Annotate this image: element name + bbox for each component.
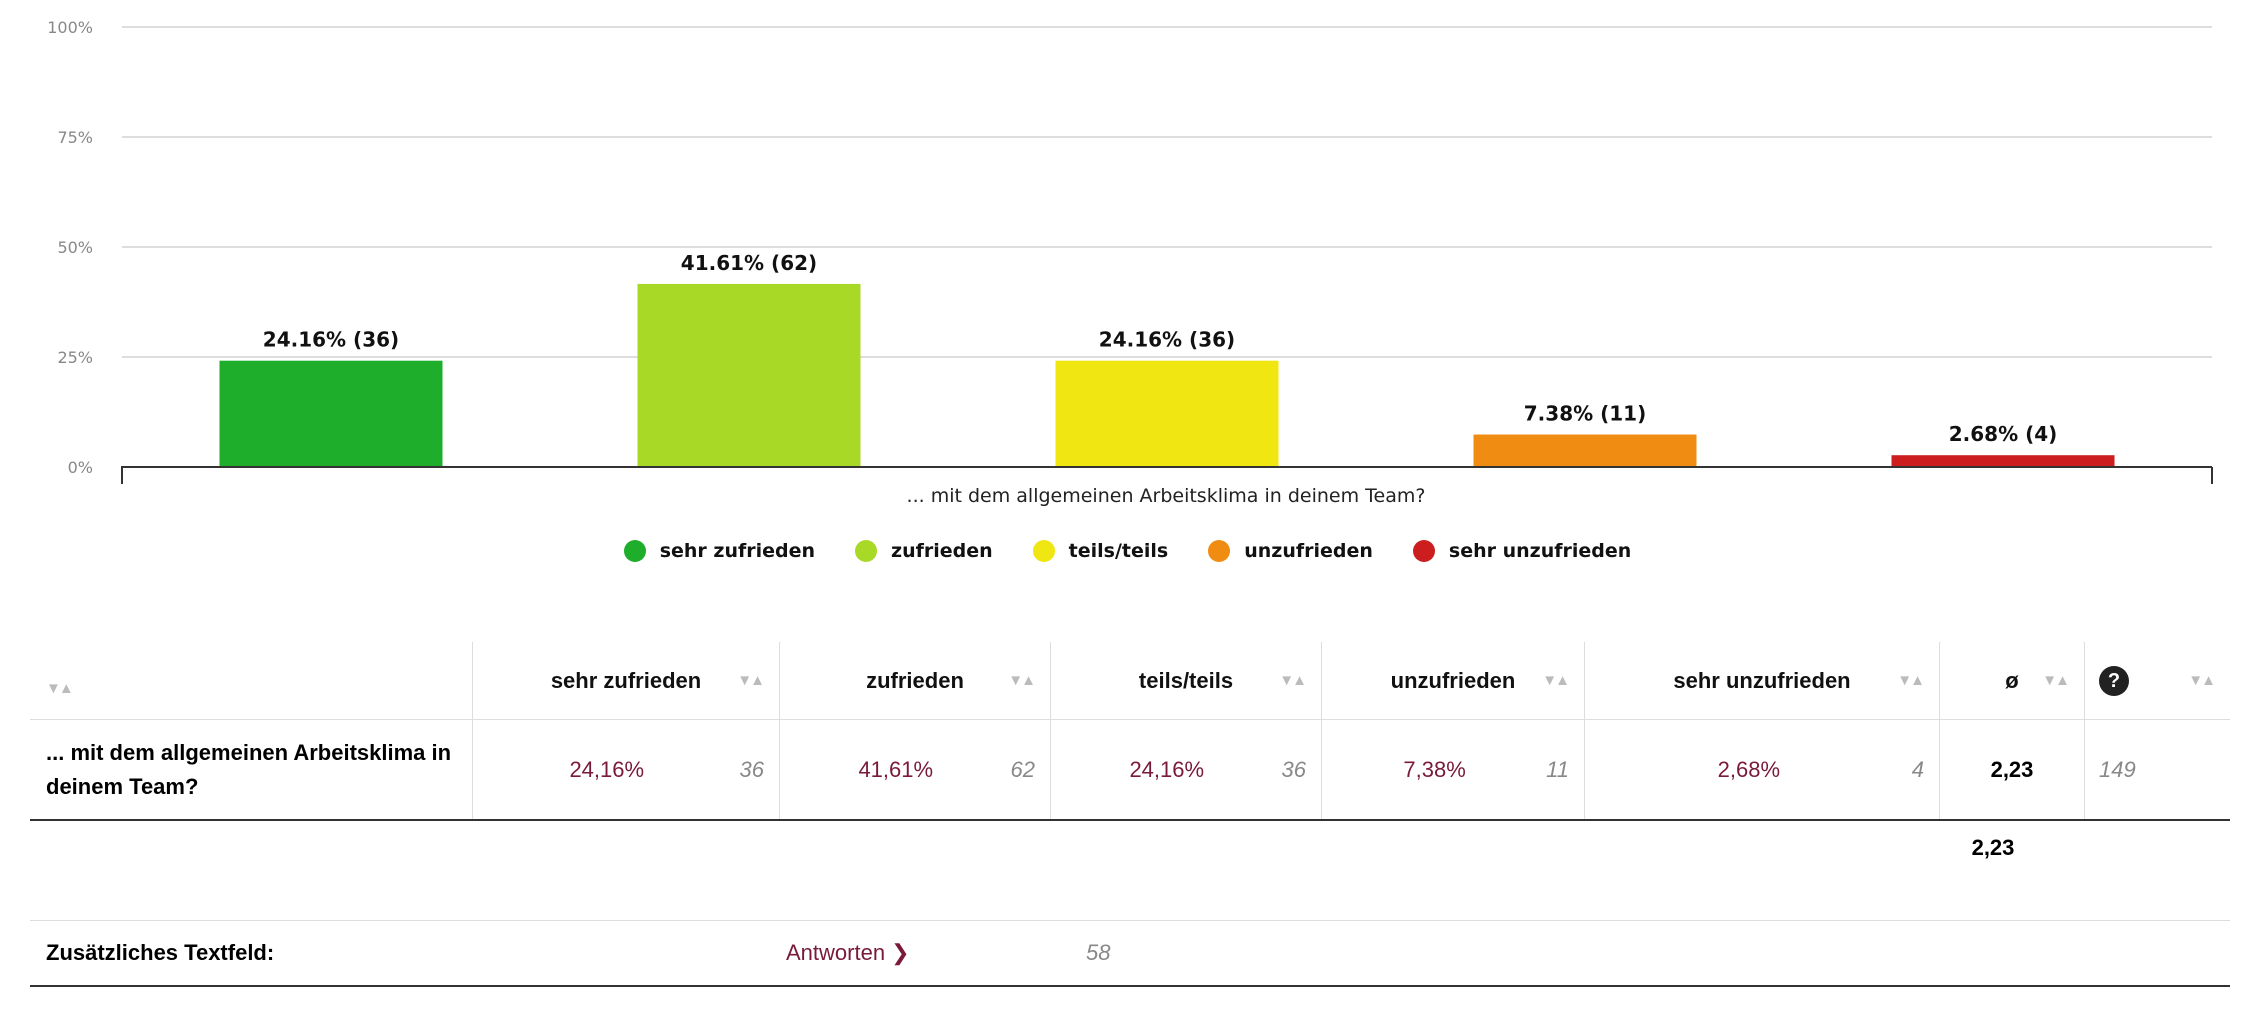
header-help[interactable]: ? ▼▲	[2084, 642, 2230, 720]
legend-dot-icon	[1208, 540, 1231, 562]
legend-item[interactable]: sehr unzufrieden	[1412, 540, 1632, 562]
bar-sehr-unzufrieden[interactable]	[1891, 455, 2115, 467]
cell-total: 149	[2084, 719, 2230, 821]
sort-icon[interactable]: ▼▲	[46, 680, 74, 697]
sort-icon[interactable]: ▼▲	[1897, 672, 1925, 689]
sort-icon[interactable]: ▼▲	[2188, 672, 2216, 689]
results-table: ▼▲ sehr zufrieden ▼▲ zufrieden ▼▲ teils/te…	[30, 642, 2230, 821]
cell-zufrieden: 41,61% 62	[779, 719, 1051, 821]
legend-label: teils/teils	[1068, 540, 1169, 562]
header-question: ▼▲	[30, 642, 473, 720]
cell-sehr-zufrieden: 24,16% 36	[472, 719, 780, 821]
y-axis-ticks: 0% 25% 50% 75% 100%	[47, 18, 93, 477]
legend-item[interactable]: teils/teils	[1032, 540, 1169, 562]
cell-sehr-unzufrieden: 2,68% 4	[1584, 719, 1940, 821]
legend: sehr zufrieden zufrieden teils/teils unzufr…	[0, 540, 2255, 562]
sort-icon[interactable]: ▼▲	[2042, 672, 2070, 689]
y-tick-label: 75%	[57, 128, 93, 147]
header-sehr-zufrieden[interactable]: sehr zufrieden ▼▲	[472, 642, 780, 720]
cell-unzufrieden: 7,38% 11	[1321, 719, 1585, 821]
textfield-row: Zusätzliches Textfeld: Antworten ❯ 58	[30, 921, 2230, 985]
cell-average: 2,23	[1939, 719, 2085, 821]
x-axis-label: ... mit dem allgemeinen Arbeitsklima in …	[907, 485, 1426, 507]
data-label: 41.61% (62)	[681, 251, 817, 275]
legend-dot-icon	[623, 540, 646, 562]
bar-chart: 0%25%50%75%100% 24.16% (36)41.61% (62)24…	[47, 18, 2213, 507]
sort-icon[interactable]: ▼▲	[1279, 672, 1307, 689]
y-tick-label: 100%	[47, 18, 93, 37]
legend-dot-icon	[1032, 540, 1055, 562]
answers-count: 58	[1086, 940, 1111, 965]
legend-dot-icon	[855, 540, 878, 562]
summary-average: 2,23	[1971, 835, 2015, 860]
data-labels: 24.16% (36) 41.61% (62) 24.16% (36) 7.38% (…	[263, 251, 2057, 446]
header-average[interactable]: ø ▼▲	[1939, 642, 2085, 720]
legend-item[interactable]: unzufrieden	[1208, 540, 1373, 562]
legend-item[interactable]: sehr zufrieden	[623, 540, 816, 562]
legend-label: zufrieden	[891, 540, 993, 562]
bar-teils-teils[interactable]	[1055, 360, 1279, 467]
y-tick-label: 25%	[57, 348, 93, 367]
bar-unzufrieden[interactable]	[1473, 434, 1697, 467]
divider	[30, 985, 2230, 987]
legend-label: unzufrieden	[1244, 540, 1373, 562]
question-circle-icon[interactable]: ?	[2099, 665, 2129, 696]
grid-lines	[122, 26, 2212, 358]
y-tick-label: 0%	[68, 458, 93, 477]
header-sehr-unzufrieden[interactable]: sehr unzufrieden ▼▲	[1584, 642, 1940, 720]
header-unzufrieden[interactable]: unzufrieden ▼▲	[1321, 642, 1585, 720]
sort-icon[interactable]: ▼▲	[1008, 672, 1036, 689]
sort-icon[interactable]: ▼▲	[737, 672, 765, 689]
bar-sehr-zufrieden[interactable]	[219, 360, 443, 467]
table-row: ... mit dem allgemeinen Arbeitsklima in …	[30, 719, 2230, 821]
answers-toggle-link[interactable]: Antworten ❯	[786, 940, 910, 965]
legend-label: sehr unzufrieden	[1448, 540, 1632, 562]
data-label: 24.16% (36)	[263, 328, 399, 352]
legend-dot-icon	[1412, 540, 1435, 562]
bar-zufrieden[interactable]	[637, 283, 861, 467]
header-teils-teils[interactable]: teils/teils ▼▲	[1050, 642, 1322, 720]
data-label: 24.16% (36)	[1099, 328, 1235, 352]
y-tick-label: 50%	[57, 238, 93, 257]
header-zufrieden[interactable]: zufrieden ▼▲	[779, 642, 1051, 720]
textfield-label: Zusätzliches Textfeld:	[46, 940, 275, 965]
sort-icon[interactable]: ▼▲	[1542, 672, 1570, 689]
divider	[30, 920, 2230, 921]
data-label: 7.38% (11)	[1524, 402, 1646, 426]
legend-item[interactable]: zufrieden	[855, 540, 993, 562]
question-cell: ... mit dem allgemeinen Arbeitsklima in …	[30, 719, 473, 821]
cell-teils-teils: 24,16% 36	[1050, 719, 1322, 821]
table-header-row: ▼▲ sehr zufrieden ▼▲ zufrieden ▼▲ teils/te…	[30, 642, 2230, 720]
bars	[219, 283, 2115, 467]
data-label: 2.68% (4)	[1949, 422, 2058, 446]
legend-label: sehr zufrieden	[659, 540, 816, 562]
